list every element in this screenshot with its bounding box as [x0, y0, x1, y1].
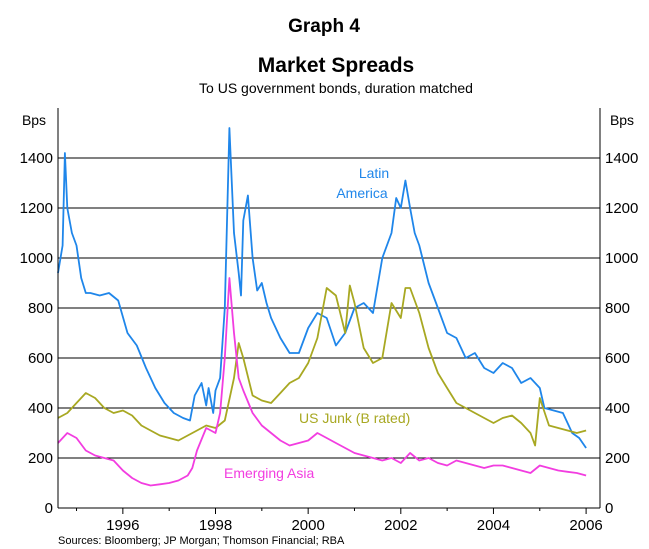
series-line-emerging-asia: [57, 277, 587, 487]
annotation-us-junk: US Junk (B rated): [299, 410, 410, 426]
chart-source: Sources: Bloomberg; JP Morgan; Thomson F…: [58, 535, 345, 547]
x-tick-2004: 2004: [477, 517, 510, 534]
x-tick-2000: 2000: [291, 517, 324, 534]
x-tick-2002: 2002: [384, 517, 417, 534]
y-axis-unit-right: Bps: [610, 112, 634, 128]
y-tick-right-1200: 1200: [605, 200, 638, 217]
y-tick-left-800: 800: [28, 300, 53, 317]
annotation-latin-america-line2: America: [336, 185, 388, 201]
y-tick-right-1400: 1400: [605, 150, 638, 167]
y-tick-right-1000: 1000: [605, 250, 638, 267]
annotation-emerging-asia: Emerging Asia: [224, 465, 314, 481]
y-tick-left-1400: 1400: [20, 150, 53, 167]
y-tick-left-200: 200: [28, 450, 53, 467]
y-tick-left-0: 0: [45, 500, 53, 517]
y-tick-right-400: 400: [605, 400, 630, 417]
y-tick-right-0: 0: [605, 500, 613, 517]
axis-ticks: 0 0 200 200 400 400 600 600 800 800 1000 1000 1200 12…: [20, 150, 639, 534]
y-tick-left-1000: 1000: [20, 250, 53, 267]
x-tick-2006: 2006: [569, 517, 602, 534]
graph-label: Graph 4: [288, 16, 360, 37]
x-tick-1998: 1998: [199, 517, 232, 534]
plot-frame: [57, 108, 601, 509]
chart-title: Market Spreads: [258, 54, 414, 77]
y-tick-right-200: 200: [605, 450, 630, 467]
y-tick-right-600: 600: [605, 350, 630, 367]
series-lines: [57, 127, 587, 487]
x-tick-1996: 1996: [106, 517, 139, 534]
y-axis-unit-left: Bps: [22, 112, 46, 128]
series-line-us-junk: [57, 284, 587, 447]
series-line-latin-america: [57, 127, 587, 449]
chart-subtitle: To US government bonds, duration matched: [199, 80, 473, 96]
annotation-latin-america-line1: Latin: [359, 165, 389, 181]
y-tick-left-400: 400: [28, 400, 53, 417]
y-tick-right-800: 800: [605, 300, 630, 317]
y-tick-left-1200: 1200: [20, 200, 53, 217]
gridlines: [58, 157, 600, 459]
y-tick-left-600: 600: [28, 350, 53, 367]
